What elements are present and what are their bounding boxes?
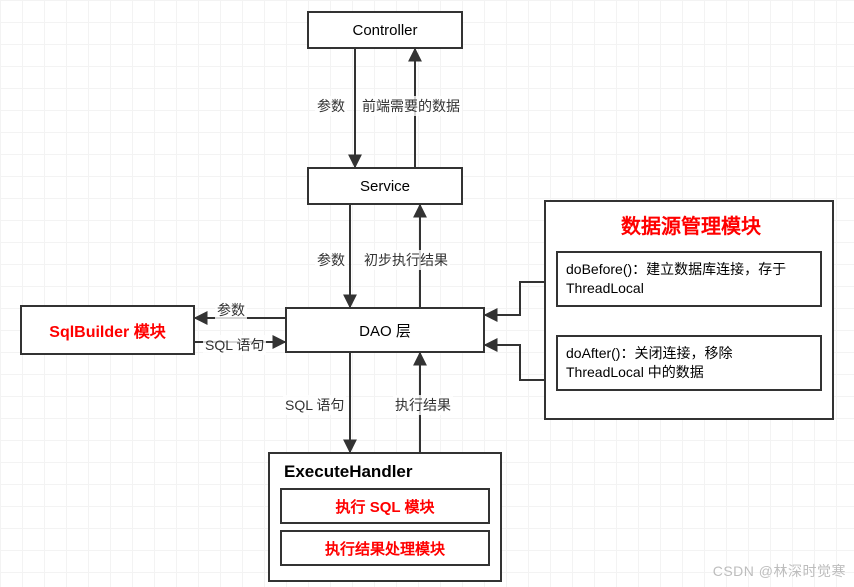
edge-dao-exec-sql: SQL 语句 <box>283 395 346 415</box>
watermark: CSDN @林深时觉寒 <box>713 561 846 581</box>
edge-dao-sqlb-param: 参数 <box>215 300 247 320</box>
controller-node: Controller <box>307 11 463 49</box>
edge-ctrl-svc-param: 参数 <box>315 96 347 116</box>
sqlbuilder-node: SqlBuilder 模块 <box>20 305 195 355</box>
exec-result-text: 执行结果处理模块 <box>325 538 445 559</box>
datasource-module: 数据源管理模块 doBefore()：建立数据库连接，存于 ThreadLoca… <box>544 200 834 420</box>
service-label: Service <box>360 178 410 195</box>
sqlbuilder-label: SqlBuilder 模块 <box>49 318 165 342</box>
edge-svc-dao-param: 参数 <box>315 250 347 270</box>
dobefore-text: doBefore()：建立数据库连接，存于 ThreadLocal <box>566 260 812 298</box>
exec-sql-text: 执行 SQL 模块 <box>336 496 435 517</box>
execute-handler: ExecuteHandler 执行 SQL 模块 执行结果处理模块 <box>268 452 502 582</box>
controller-label: Controller <box>352 22 417 39</box>
datasource-title: 数据源管理模块 <box>560 210 822 239</box>
exec-sql-box: 执行 SQL 模块 <box>280 488 490 524</box>
doafter-text: doAfter()：关闭连接，移除 ThreadLocal 中的数据 <box>566 344 812 382</box>
edge-dao-sqlb-sql: SQL 语句 <box>203 335 266 355</box>
edge-svc-dao-result: 初步执行结果 <box>362 250 450 270</box>
edge-dao-exec-result: 执行结果 <box>393 395 453 415</box>
dobefore-box: doBefore()：建立数据库连接，存于 ThreadLocal <box>556 251 822 307</box>
exec-result-box: 执行结果处理模块 <box>280 530 490 566</box>
service-node: Service <box>307 167 463 205</box>
edge-ctrl-svc-result: 前端需要的数据 <box>360 96 462 116</box>
doafter-box: doAfter()：关闭连接，移除 ThreadLocal 中的数据 <box>556 335 822 391</box>
dao-node: DAO 层 <box>285 307 485 353</box>
dao-label: DAO 层 <box>359 320 411 341</box>
execute-handler-title: ExecuteHandler <box>284 462 490 482</box>
